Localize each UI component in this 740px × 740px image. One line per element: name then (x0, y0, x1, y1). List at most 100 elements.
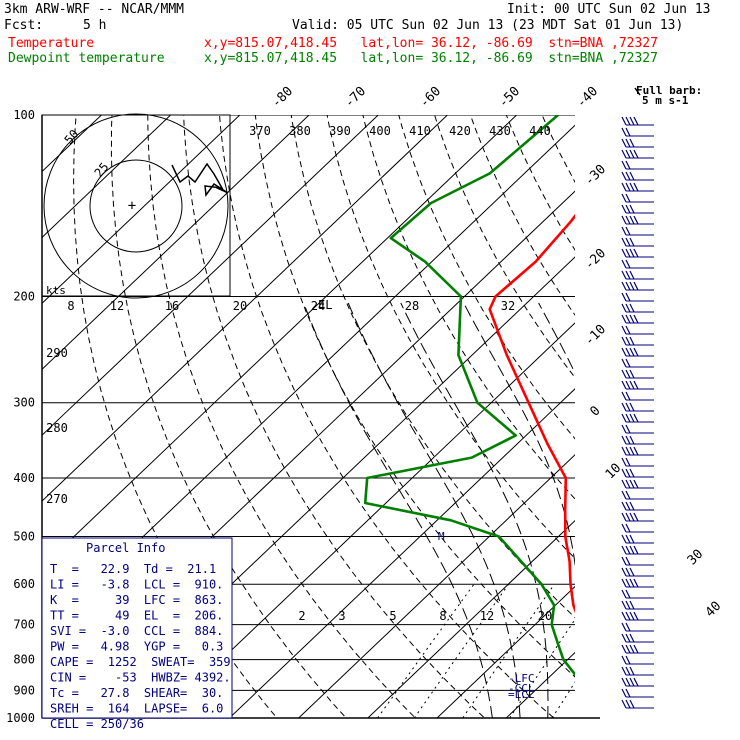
wind-barb-feather (621, 391, 627, 401)
lfc-marker: -LFC (508, 672, 535, 685)
wind-barb (621, 644, 654, 654)
model-title: 3km ARW-WRF -- NCAR/MMM (4, 2, 185, 17)
pressure-label: 300 (13, 396, 35, 410)
wind-barb-feather (621, 127, 627, 137)
wind-barb-feather (621, 138, 627, 148)
theta-label: 430 (489, 124, 511, 138)
wind-barb-feather (621, 699, 627, 709)
wind-barb-feather (621, 171, 627, 181)
wind-barb (621, 523, 654, 533)
mixing-ratio-label: 3 (338, 609, 345, 623)
mixing-ratio-line (608, 584, 691, 718)
wind-barb (621, 501, 654, 511)
pressure-label: 600 (13, 577, 35, 591)
wind-barb-feather (629, 578, 635, 588)
dry-adiabat-line (326, 115, 575, 560)
top-isotherm-label: -60 (417, 84, 444, 111)
wind-barb (621, 677, 654, 687)
mixing-ratio-line (551, 681, 575, 718)
wind-barb (621, 182, 654, 192)
wind-barb-feather (621, 215, 627, 225)
pressure-label: 700 (13, 618, 35, 632)
isotherm-line (228, 388, 575, 718)
isotherm-line (0, 102, 46, 731)
parcel-info-row: K = 39 LFC = 863. (50, 593, 223, 607)
isotherm-line (631, 102, 740, 731)
wind-barb-feather (629, 237, 635, 247)
wind-barb-feather (629, 677, 635, 687)
wind-barb-feather (625, 424, 631, 434)
wind-barb-feather (625, 666, 631, 676)
wind-barb-feather (633, 182, 639, 192)
wind-barb-feather (633, 413, 639, 423)
wind-barb (621, 545, 654, 555)
wind-barb-feather (621, 149, 627, 159)
hodograph-ring-label: 25 (92, 160, 112, 180)
mixing-ratio-line (413, 583, 510, 718)
wind-barb-feather (625, 655, 631, 665)
wind-barb-feather (621, 292, 627, 302)
wind-barb-feather (629, 633, 635, 643)
moist-adiabat-line (463, 302, 575, 718)
init-time: Init: 00 UTC Sun 02 Jun 13 (507, 2, 711, 17)
isotherm-line (505, 651, 575, 718)
wind-barb-feather (621, 545, 627, 555)
wind-barb-feather (625, 347, 631, 357)
theta-label: 390 (329, 124, 351, 138)
wind-barb (621, 468, 654, 478)
mixing-ratio-label: 12 (480, 609, 494, 623)
forecast-label: Fcst: (4, 18, 44, 33)
wind-barb-feather (629, 369, 635, 379)
pressure-label: 100 (13, 108, 35, 122)
wind-barb-feather (633, 545, 639, 555)
wind-barb (621, 215, 654, 225)
wind-barb-feather (625, 358, 631, 368)
wind-barb-feather (625, 336, 631, 346)
dry-adiabat-line (541, 115, 575, 183)
wind-barb-feather (625, 490, 631, 500)
theta-label: 440 (529, 124, 551, 138)
wind-barb-feather (633, 380, 639, 390)
wind-barb-feather (629, 534, 635, 544)
pressure-label: 1000 (6, 711, 35, 725)
wind-barb-feather (625, 215, 631, 225)
hodograph-speed-label: 16 (165, 299, 179, 313)
wind-barb-feather (621, 479, 627, 489)
isotherm-line (367, 519, 575, 718)
wind-barb (621, 446, 654, 456)
wind-barb (621, 171, 654, 181)
wind-barb-feather (621, 446, 627, 456)
wind-barb-feather (621, 435, 627, 445)
wind-barb (621, 611, 654, 621)
parcel-info-title: Parcel Info (86, 541, 165, 555)
wind-barb (621, 402, 654, 412)
wind-barb-feather (633, 248, 639, 258)
barb-legend-units: 5 m s-1 (642, 94, 689, 107)
wind-barb-feather (625, 259, 631, 269)
wind-barb-feather (621, 688, 627, 698)
top-isotherm-label: -80 (269, 84, 296, 111)
wind-barb (621, 578, 654, 588)
wind-barb-feather (621, 204, 627, 214)
barb-legend-title: Full barb: (636, 84, 702, 97)
pressure-label: 900 (13, 683, 35, 697)
right-isotherm-label: 10 (603, 461, 625, 483)
wind-barb-feather (629, 501, 635, 511)
wind-barb (621, 281, 654, 291)
wind-barb (621, 325, 654, 335)
wind-barb (621, 193, 654, 203)
wind-barb-feather (621, 490, 627, 500)
wind-barb-feather (625, 204, 631, 214)
wind-barb-feather (621, 556, 627, 566)
wind-barb-feather (629, 611, 635, 621)
wind-barb-feather (625, 622, 631, 632)
wind-barb-feather (621, 259, 627, 269)
wind-barb-feather (625, 325, 631, 335)
barb-legend-symbol (634, 87, 641, 96)
parcel-info-row: SVI = -3.0 CCL = 884. (50, 624, 223, 638)
wind-barb-feather (633, 677, 639, 687)
wind-barb-feather (625, 578, 631, 588)
wind-barb-feather (621, 622, 627, 632)
wind-barb-feather (633, 314, 639, 324)
wind-barb-feather (625, 435, 631, 445)
